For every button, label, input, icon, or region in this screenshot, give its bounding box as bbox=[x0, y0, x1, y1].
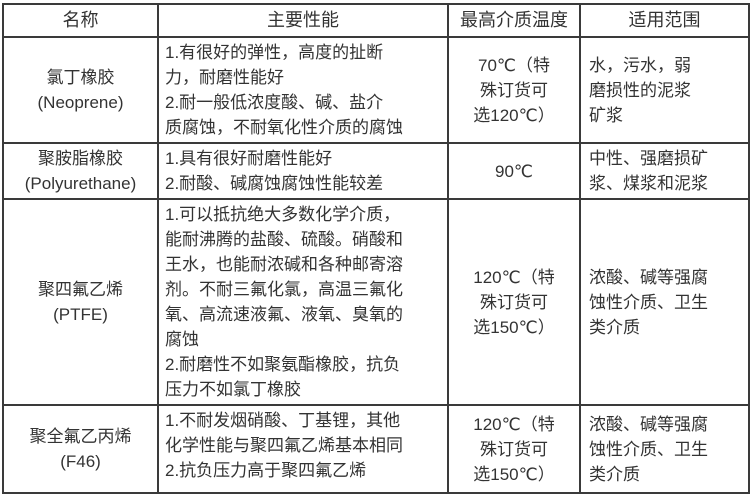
material-name: 聚四氟乙烯 (PTFE) bbox=[2, 198, 159, 406]
material-application: 浓酸、碱等强腐 蚀性介质、卫生 类介质 bbox=[579, 404, 750, 494]
material-name: 氯丁橡胶 (Neoprene) bbox=[2, 36, 159, 144]
table-header-row: 名称 主要性能 最高介质温度 适用范围 bbox=[2, 3, 750, 38]
material-name: 聚胺脂橡胶 (Polyurethane) bbox=[2, 142, 159, 200]
material-performance: 1.有很好的弹性，高度的扯断 力，耐磨性能好 2.耐一般低浓度酸、碱、盐介 质腐… bbox=[157, 36, 449, 144]
material-application: 浓酸、碱等强腐 蚀性介质、卫生 类介质 bbox=[579, 198, 750, 406]
material-max-temp: 90℃ bbox=[447, 142, 581, 200]
lining-material-spec-table: 名称 主要性能 最高介质温度 适用范围 氯丁橡胶 (Neoprene) 1.有很… bbox=[2, 3, 750, 494]
material-application: 水，污水，弱 磨损性的泥浆 矿浆 bbox=[579, 36, 750, 144]
material-performance: 1.可以抵抗绝大多数化学介质， 能耐沸腾的盐酸、硫酸。硝酸和 王水，也能耐浓碱和… bbox=[157, 198, 449, 406]
table-row-neoprene: 氯丁橡胶 (Neoprene) 1.有很好的弹性，高度的扯断 力，耐磨性能好 2… bbox=[2, 36, 750, 144]
column-header-application: 适用范围 bbox=[579, 3, 750, 38]
material-name: 聚全氟乙丙烯 (F46) bbox=[2, 404, 159, 494]
table-row-polyurethane: 聚胺脂橡胶 (Polyurethane) 1.具有很好耐磨性能好 2.耐酸、碱腐… bbox=[2, 142, 750, 200]
column-header-name: 名称 bbox=[2, 3, 159, 38]
material-application: 中性、强磨损矿 浆、煤浆和泥浆 bbox=[579, 142, 750, 200]
material-performance: 1.不耐发烟硝酸、丁基锂，其他 化学性能与聚四氟乙烯基本相同 2.抗负压力高于聚… bbox=[157, 404, 449, 494]
material-max-temp: 120℃（特 殊订货可 选150℃） bbox=[447, 198, 581, 406]
material-performance: 1.具有很好耐磨性能好 2.耐酸、碱腐蚀腐蚀性能较差 bbox=[157, 142, 449, 200]
material-max-temp: 70℃（特 殊订货可 选120℃） bbox=[447, 36, 581, 144]
column-header-max-temp: 最高介质温度 bbox=[447, 3, 581, 38]
table-row-ptfe: 聚四氟乙烯 (PTFE) 1.可以抵抗绝大多数化学介质， 能耐沸腾的盐酸、硫酸。… bbox=[2, 198, 750, 406]
column-header-performance: 主要性能 bbox=[157, 3, 449, 38]
table-row-f46: 聚全氟乙丙烯 (F46) 1.不耐发烟硝酸、丁基锂，其他 化学性能与聚四氟乙烯基… bbox=[2, 404, 750, 494]
material-max-temp: 120℃（特 殊订货可 选150℃） bbox=[447, 404, 581, 494]
